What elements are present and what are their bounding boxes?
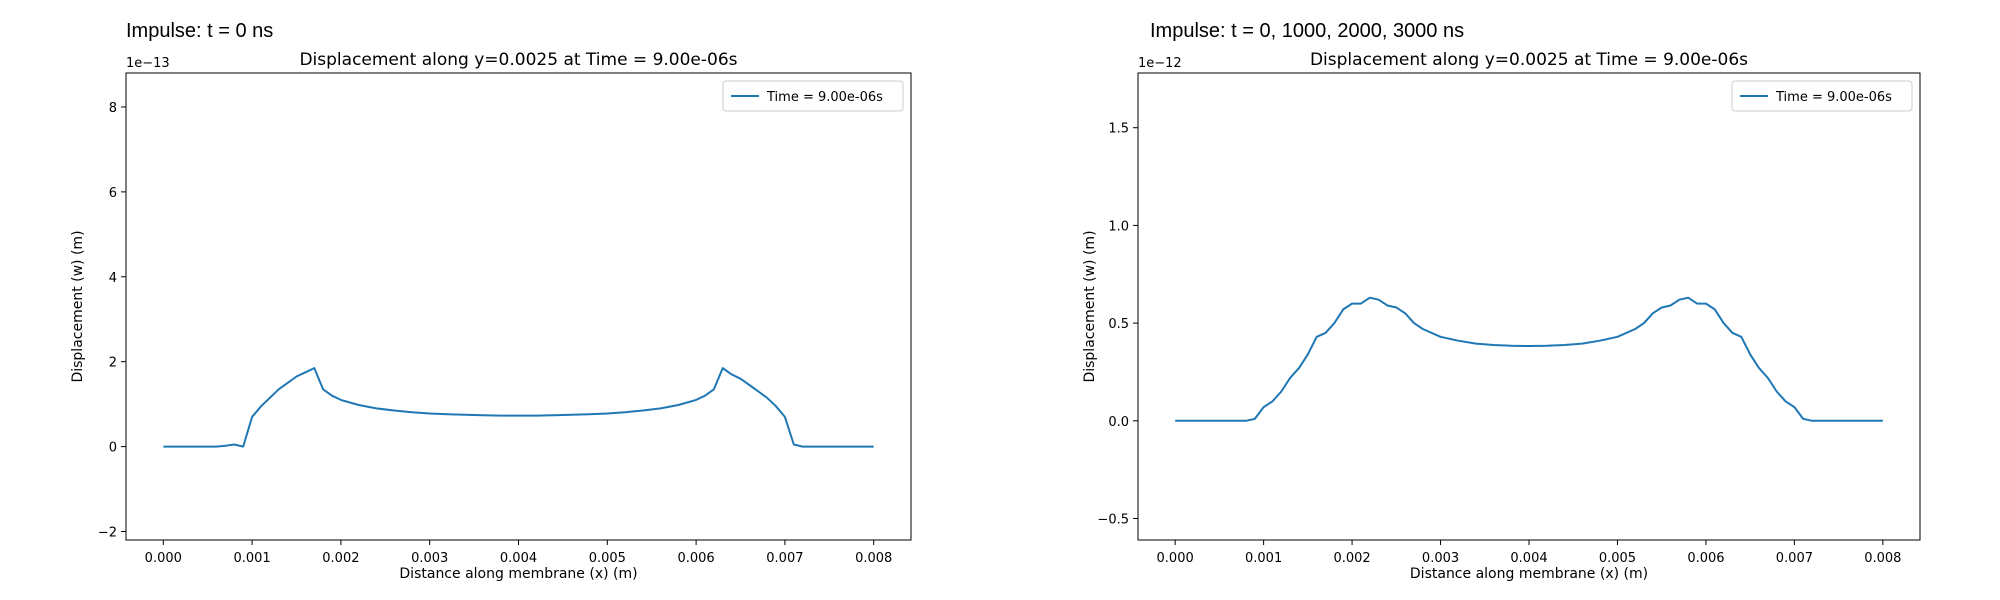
legend: Time = 9.00e-06s	[1731, 80, 1913, 112]
x-tick-label: 0.008	[1864, 551, 1901, 566]
legend-box	[1731, 80, 1913, 112]
x-tick-label: 0.007	[766, 551, 803, 566]
y-tick-label: 2	[109, 356, 117, 371]
y-tick-label: 1.0	[1108, 219, 1129, 234]
x-tick-label: 0.000	[145, 551, 182, 566]
x-tick-label: 0.008	[855, 551, 892, 566]
y-tick-label: 0.0	[1108, 415, 1129, 430]
y-offset-label: 1e−12	[1138, 56, 1182, 71]
x-tick-label: 0.004	[1510, 551, 1547, 566]
x-tick-label: 0.002	[1333, 551, 1370, 566]
plot-frame	[125, 72, 912, 541]
legend: Time = 9.00e-06s	[722, 80, 904, 112]
series-line	[163, 367, 874, 448]
legend-box	[722, 80, 904, 112]
chart-right: 0.000 0.001 0.002 0.003 0.004 0.005 0.006 0.007…	[1082, 50, 1921, 582]
x-tick-label: 0.005	[589, 551, 626, 566]
y-tick-label: 1.5	[1108, 122, 1129, 137]
left-panel-title: Impulse: t = 0 ns	[126, 20, 274, 42]
y-tick-label: 8	[109, 101, 117, 116]
legend-label: Time = 9.00e-06s	[1775, 90, 1892, 105]
x-tick-label: 0.005	[1599, 551, 1636, 566]
x-tick-label: 0.006	[677, 551, 714, 566]
y-tick-label: −2	[98, 526, 117, 541]
y-axis-label: Displacement (w) (m)	[1082, 230, 1098, 382]
x-axis-label: Distance along membrane (x) (m)	[1410, 566, 1648, 582]
chart-title: Displacement along y=0.0025 at Time = 9.…	[299, 50, 737, 70]
y-offset-label: 1e−13	[126, 56, 170, 71]
y-tick-label: 6	[109, 186, 117, 201]
y-tick-label: 4	[109, 271, 117, 286]
x-tick-label: 0.007	[1776, 551, 1813, 566]
right-panel-title: Impulse: t = 0, 1000, 2000, 3000 ns	[1150, 20, 1465, 42]
x-tick-label: 0.003	[1422, 551, 1459, 566]
x-tick-label: 0.006	[1687, 551, 1724, 566]
x-tick-label: 0.003	[411, 551, 448, 566]
x-tick-label: 0.001	[1245, 551, 1282, 566]
y-axis-label: Displacement (w) (m)	[70, 230, 86, 382]
y-tick-label: −0.5	[1097, 513, 1129, 528]
legend-label: Time = 9.00e-06s	[766, 90, 883, 105]
x-tick-label: 0.001	[233, 551, 270, 566]
y-tick-label: 0.5	[1108, 317, 1129, 332]
plot-frame	[1137, 72, 1921, 541]
chart-title: Displacement along y=0.0025 at Time = 9.…	[1310, 50, 1748, 70]
x-axis-label: Distance along membrane (x) (m)	[399, 566, 637, 582]
x-tick-label: 0.002	[322, 551, 359, 566]
x-tick-label: 0.000	[1157, 551, 1194, 566]
x-tick-label: 0.004	[500, 551, 537, 566]
chart-left: 0.000 0.001 0.002 0.003 0.004 0.005 0.006 0.007…	[70, 50, 912, 582]
series-line	[1175, 296, 1883, 422]
y-tick-label: 0	[109, 441, 117, 456]
